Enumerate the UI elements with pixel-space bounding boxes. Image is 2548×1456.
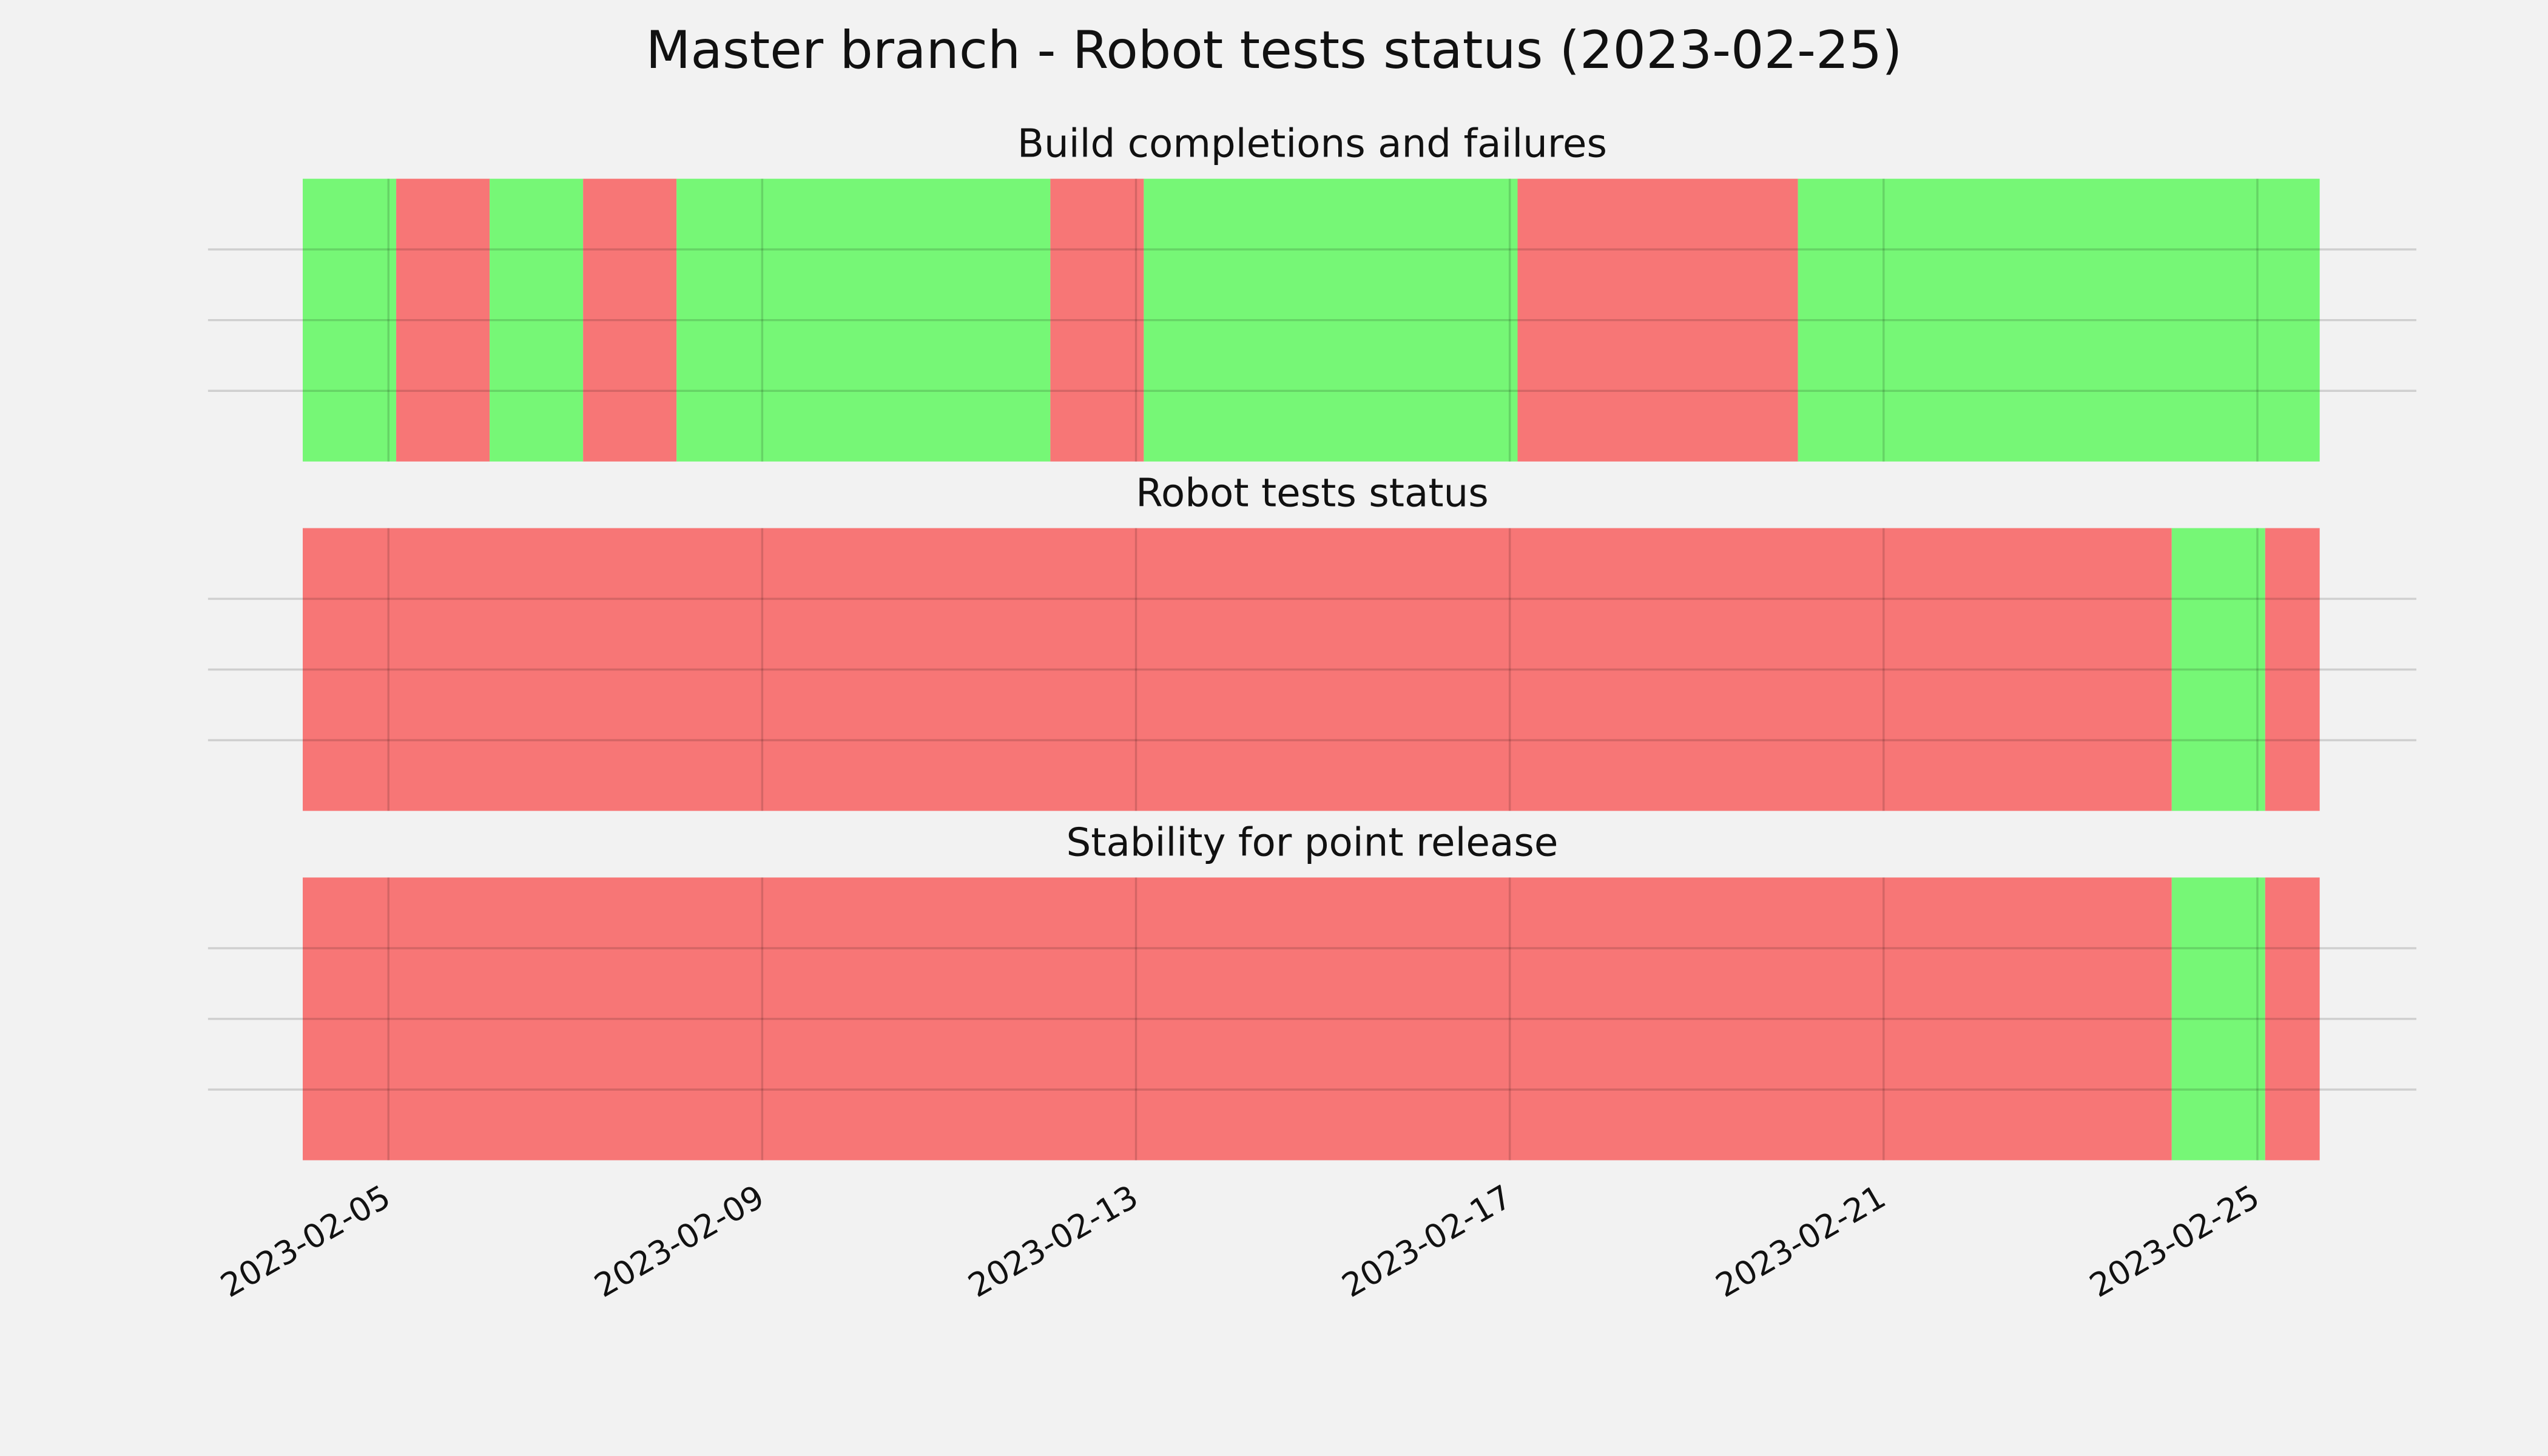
status-segment: [490, 178, 584, 462]
status-segment: [1050, 178, 1144, 462]
status-segment: [2171, 528, 2265, 811]
status-segment: [1517, 178, 1798, 462]
chart-title: Master branch - Robot tests status (2023…: [645, 20, 1902, 81]
status-segment: [303, 877, 2172, 1161]
status-segment: [583, 178, 677, 462]
subplot-title: Robot tests status: [1136, 471, 1489, 516]
status-segment: [1144, 178, 1518, 462]
status-segment: [676, 178, 1051, 462]
status-segment: [2171, 877, 2265, 1161]
status-segment: [303, 178, 397, 462]
subplot-title: Stability for point release: [1067, 820, 1559, 865]
status-segment: [2265, 877, 2320, 1161]
status-segment: [396, 178, 490, 462]
status-segment: [1798, 178, 2320, 462]
status-segment: [2265, 528, 2320, 811]
status-segment: [303, 528, 2172, 811]
subplot-title: Build completions and failures: [1017, 121, 1607, 167]
